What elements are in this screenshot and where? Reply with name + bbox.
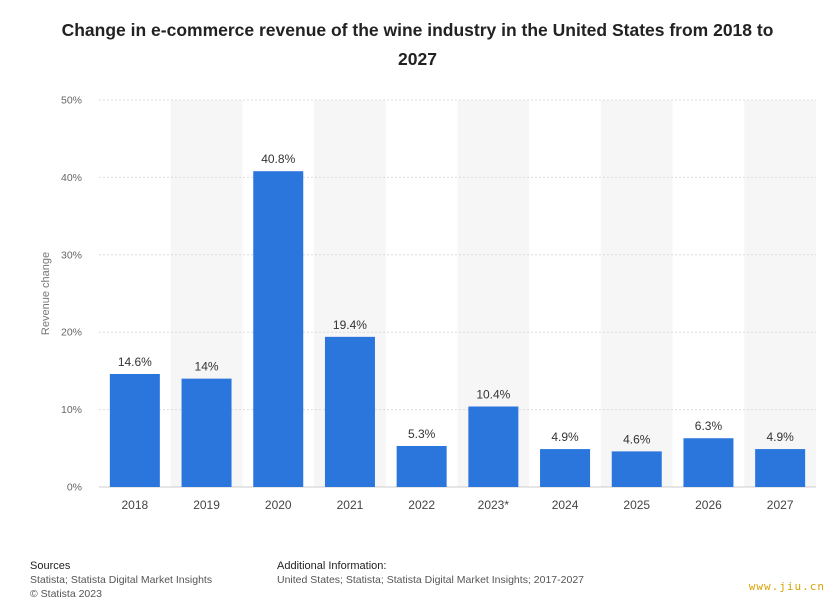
data-label: 19.4%: [333, 318, 367, 332]
bar: [396, 445, 447, 487]
x-tick-label: 2020: [265, 498, 292, 512]
bar: [755, 449, 806, 487]
bar: [181, 378, 232, 487]
data-label: 14.6%: [118, 355, 152, 369]
data-label: 4.9%: [551, 430, 579, 444]
bar: [468, 406, 519, 487]
chart-title: Change in e-commerce revenue of the wine…: [61, 20, 774, 69]
x-tick-label: 2025: [623, 498, 650, 512]
y-tick-label: 10%: [61, 404, 82, 416]
watermark: www.jiu.cn: [748, 580, 825, 593]
x-axis-ticks: 2018 2019 2020 2021 2022 2023* 2024 2025 2026 202…: [121, 498, 793, 512]
bar: [109, 373, 160, 487]
background-band: [744, 100, 816, 487]
sources-text: Statista; Statista Digital Market Insigh…: [30, 574, 213, 586]
data-label: 40.8%: [261, 152, 295, 166]
x-tick-label: 2026: [695, 498, 722, 512]
copyright-text: © Statista 2023: [30, 588, 102, 600]
data-label: 14%: [195, 360, 219, 374]
sources-heading: Sources: [30, 560, 71, 572]
additional-info-block: Additional Information: United States; S…: [277, 559, 584, 587]
sources-block: Sources Statista; Statista Digital Marke…: [30, 559, 212, 601]
bar: [540, 449, 591, 487]
y-tick-label: 30%: [61, 249, 82, 261]
x-tick-label: 2018: [121, 498, 148, 512]
data-label: 10.4%: [476, 388, 510, 402]
data-label: 6.3%: [695, 419, 723, 433]
x-tick-label: 2019: [193, 498, 220, 512]
data-label: 4.9%: [766, 430, 794, 444]
y-axis-ticks: 0% 10% 20% 30% 40% 50%: [61, 95, 82, 494]
x-tick-label: 2023*: [478, 498, 510, 512]
bar: [253, 171, 304, 487]
bar: [611, 451, 662, 487]
x-tick-label: 2022: [408, 498, 435, 512]
bars: [109, 171, 806, 487]
background-band: [600, 100, 673, 487]
bar-chart: 0% 10% 20% 30% 40% 50% 14.6% 14% 40.8% 19.4% 5.3%…: [40, 95, 816, 512]
bar: [324, 336, 375, 487]
x-tick-label: 2024: [552, 498, 579, 512]
data-label: 5.3%: [408, 427, 436, 441]
bar: [683, 438, 734, 487]
data-label: 4.6%: [623, 432, 651, 446]
x-tick-label: 2021: [337, 498, 364, 512]
additional-info-text: United States; Statista; Statista Digita…: [277, 574, 584, 586]
y-tick-label: 40%: [61, 172, 82, 184]
y-axis-label: Revenue change: [40, 252, 52, 335]
y-tick-label: 20%: [61, 327, 82, 339]
y-tick-label: 50%: [61, 95, 82, 107]
y-tick-label: 0%: [67, 482, 82, 494]
x-tick-label: 2027: [767, 498, 794, 512]
data-labels: 14.6% 14% 40.8% 19.4% 5.3% 10.4% 4.9% 4.6% 6.3% 4…: [118, 152, 794, 446]
additional-info-heading: Additional Information:: [277, 560, 387, 572]
